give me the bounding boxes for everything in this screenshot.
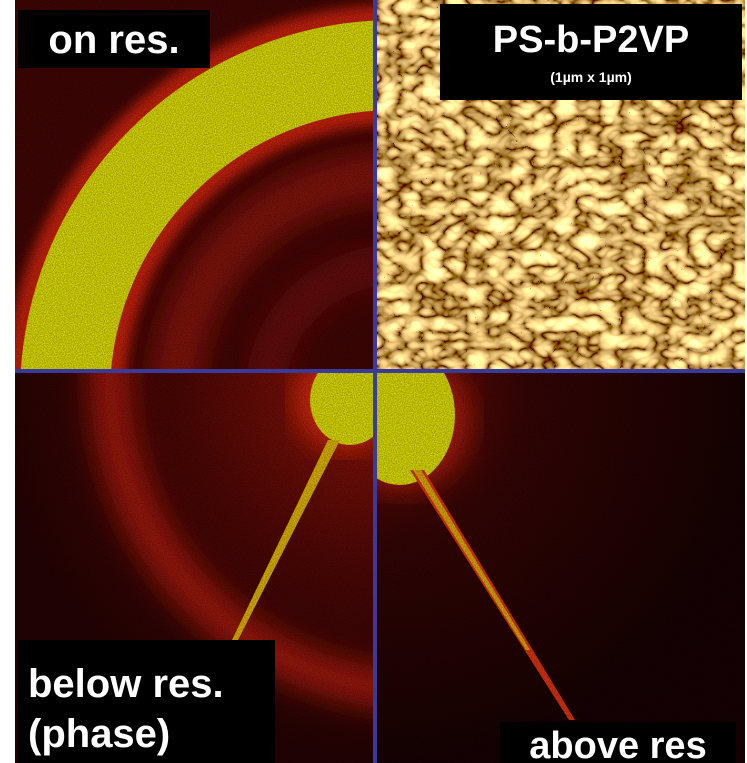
label: (phase) xyxy=(28,712,170,756)
label: on res. xyxy=(48,18,179,62)
label: above res xyxy=(529,725,706,763)
panel-above-res xyxy=(330,345,745,763)
figure: on res. PS-b-P2VP (1µm x 1µm) below res.… xyxy=(0,0,747,763)
page: on res. PS-b-P2VP (1µm x 1µm) below res.… xyxy=(0,0,747,763)
label: below res. xyxy=(28,662,224,706)
subtitle: (1µm x 1µm) xyxy=(550,69,632,85)
title: PS-b-P2VP xyxy=(493,19,689,61)
